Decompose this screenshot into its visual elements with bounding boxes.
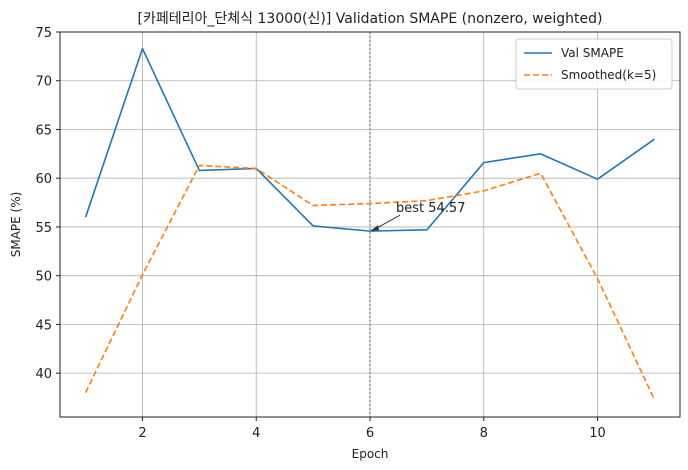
series-line-smoothed [84,164,656,400]
best-annotation-label: best 54.57 [396,201,465,216]
x-tick-label: 6 [366,426,374,441]
x-tick-label: 2 [138,426,146,441]
legend-box [515,38,673,90]
x-tick-label: 4 [252,426,260,441]
y-tick-label: 75 [35,26,52,41]
y-tick-label: 45 [35,318,52,333]
tick-layer: 2 4 6 8 10 40 45 50 55 60 65 70 75 [35,26,605,441]
y-tick-label: 60 [35,172,52,187]
x-tick-label: 8 [480,426,488,441]
annotation-layer: best 54.57 [370,201,465,232]
y-tick-label: 70 [35,75,52,90]
best-annotation-arrowhead [370,225,379,232]
legend-label: Val SMAPE [561,46,624,60]
chart-title: [카페테리아_단체식 13000(신)] Validation SMAPE (n… [138,11,603,27]
y-tick-label: 40 [35,367,52,382]
x-axis-label: Epoch [352,447,389,461]
x-tick-label: 10 [589,426,606,441]
y-axis-label: SMAPE (%) [9,192,23,258]
y-tick-label: 55 [35,221,52,236]
legend-label: Smoothed(k=5) [561,68,656,82]
y-tick-label: 50 [35,270,52,285]
legend: Val SMAPE Smoothed(k=5) [515,38,673,90]
y-tick-label: 65 [35,123,52,138]
